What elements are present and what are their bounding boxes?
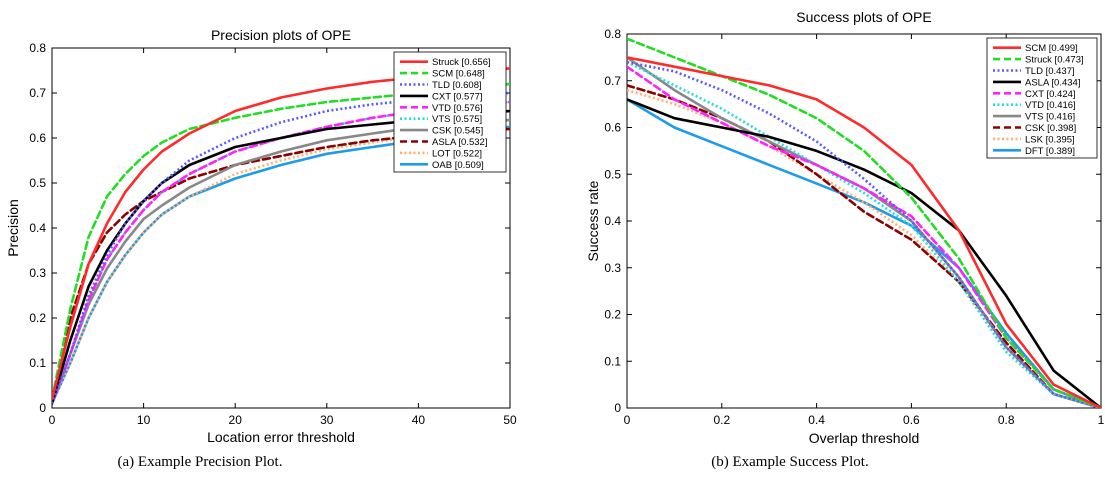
legend-entry: CXT [0.577] [432, 91, 483, 102]
chart-title: Precision plots of OPE [211, 27, 351, 43]
legend: SCM [0.499]Struck [0.473]TLD [0.437]ASLA… [986, 37, 1098, 159]
x-tick-label: 50 [503, 413, 517, 427]
y-tick-label: 0.3 [29, 266, 46, 280]
x-tick-label: 0.4 [808, 413, 825, 427]
figure-caption: (b) Example Success Plot. [711, 454, 868, 470]
y-tick-label: 0.3 [604, 261, 621, 275]
series-group [627, 37, 1101, 408]
x-tick-label: 30 [320, 413, 334, 427]
y-axis-label: Success rate [585, 180, 601, 261]
series-line [52, 127, 510, 405]
y-axis-label: Precision [5, 199, 21, 257]
x-tick-label: 0.8 [998, 413, 1015, 427]
y-tick-label: 0.5 [29, 176, 46, 190]
figure-caption: (a) Example Precision Plot. [118, 454, 283, 470]
x-tick-label: 0.6 [903, 413, 920, 427]
chart-title: Success plots of OPE [796, 9, 931, 25]
y-tick-label: 0.2 [604, 308, 621, 322]
legend-entry: SCM [0.499] [1025, 43, 1078, 54]
y-tick-label: 0.8 [604, 27, 621, 41]
series-line [627, 37, 1101, 408]
legend-entry: ASLA [0.434] [1025, 77, 1080, 88]
legend-entry: CSK [0.545] [432, 126, 483, 137]
y-tick-label: 0.1 [29, 356, 46, 370]
legend-entry: SCM [0.648] [432, 69, 485, 80]
legend-entry: TLD [0.608] [432, 80, 482, 91]
x-tick-label: 0 [624, 413, 631, 427]
y-tick-label: 0.4 [29, 221, 46, 235]
legend-entry: VTS [0.416] [1025, 112, 1075, 123]
legend-entry: VTD [0.416] [1025, 100, 1076, 111]
legend-entry: LOT [0.522] [432, 148, 482, 159]
series-line [627, 60, 1101, 408]
legend-entry: VTS [0.575] [432, 114, 482, 125]
y-tick-label: 0.6 [29, 131, 46, 145]
legend-entry: Struck [0.473] [1025, 55, 1084, 66]
x-tick-label: 1 [1098, 413, 1105, 427]
series-line [627, 98, 1101, 408]
series-line [627, 98, 1101, 408]
legend: Struck [0.656]SCM [0.648]TLD [0.608]CXT … [393, 51, 507, 173]
legend-entry: VTD [0.576] [432, 103, 483, 114]
legend-entry: ASLA [0.532] [432, 137, 487, 148]
legend-entry: LSK [0.395] [1025, 134, 1075, 145]
y-tick-label: 0 [614, 401, 621, 415]
legend-entry: CXT [0.424] [1025, 89, 1076, 100]
y-tick-label: 0.5 [604, 167, 621, 181]
y-tick-label: 0.8 [29, 41, 46, 55]
x-axis-label: Location error threshold [207, 429, 355, 445]
y-tick-label: 0.7 [604, 74, 621, 88]
y-tick-label: 0.2 [29, 311, 46, 325]
legend-entry: TLD [0.437] [1025, 66, 1075, 77]
success-plot: Success plots of OPE 0 0.1 0.2 0.3 0.4 0.5 0.6 0… [585, 9, 1105, 470]
series-line [627, 60, 1101, 408]
precision-plot: Precision plots of OPE 0 0.1 0.2 0.3 0.4 0.5 0.… [5, 27, 517, 470]
legend-entry: Struck [0.656] [432, 57, 491, 68]
series-line [627, 84, 1101, 408]
y-tick-label: 0.4 [604, 214, 621, 228]
legend-entry: DFT [0.389] [1025, 146, 1075, 157]
legend-entry: CSK [0.398] [1025, 123, 1076, 134]
y-tick-label: 0 [39, 401, 46, 415]
y-tick-label: 0.7 [29, 86, 46, 100]
x-tick-label: 0.2 [713, 413, 730, 427]
x-axis-label: Overlap threshold [809, 430, 920, 446]
x-tick-label: 20 [229, 413, 243, 427]
y-tick-label: 0.6 [604, 121, 621, 135]
x-tick-label: 10 [137, 413, 151, 427]
series-line [627, 56, 1101, 408]
y-tick-label: 0.1 [604, 354, 621, 368]
x-tick-label: 0 [49, 413, 56, 427]
x-tick-label: 40 [412, 413, 426, 427]
legend-entry: OAB [0.509] [432, 160, 484, 171]
